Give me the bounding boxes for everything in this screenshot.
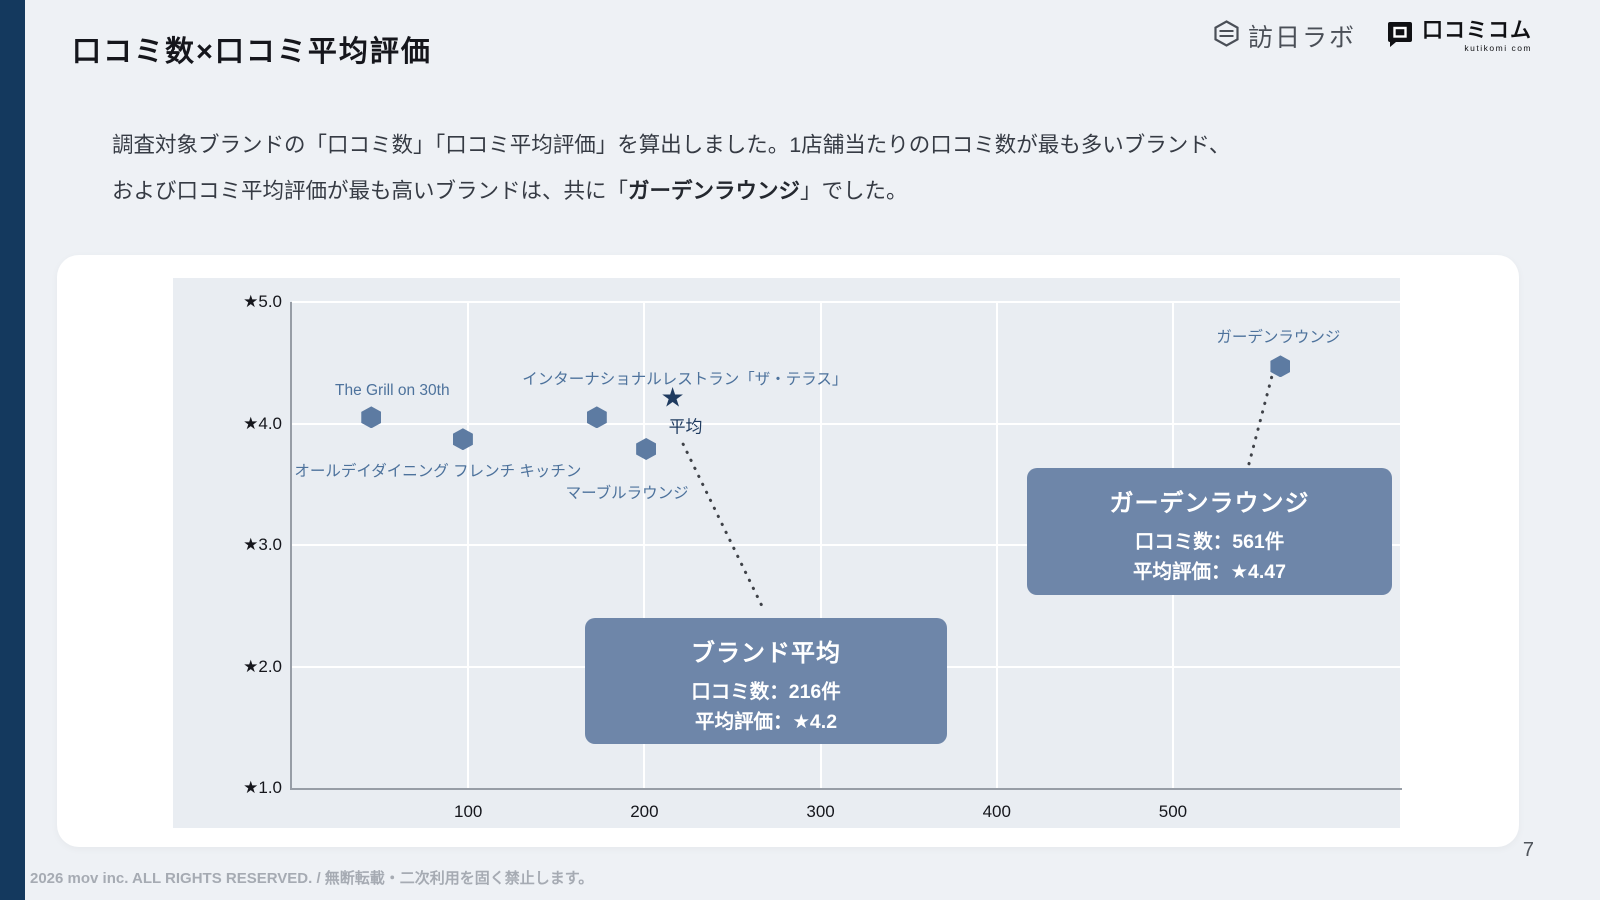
average-star-marker: ★	[660, 382, 685, 413]
callout-title: ブランド平均	[691, 640, 841, 667]
kutikomi-logo-text-stack: 口コミコム kutikomi com	[1422, 20, 1532, 53]
callout-brand-average: ブランド平均 口コミ数：216件 平均評価：★4.2	[585, 618, 947, 744]
gridline-horizontal	[292, 422, 1402, 425]
y-tick-label: ★4.0	[243, 413, 282, 433]
scatter-point	[636, 438, 657, 460]
intro-line-1: 調査対象ブランドの「口コミ数」「口コミ平均評価」を算出しました。1店舗当たりの口…	[112, 133, 1231, 157]
scatter-point-label: インターナショナルレストラン「ザ・テラス」	[522, 371, 848, 389]
intro-line-2-post: 」でした。	[800, 179, 908, 204]
kutikomi-logo: 口コミコム kutikomi com	[1386, 20, 1532, 53]
gridline-horizontal	[292, 544, 1402, 546]
x-tick-label: 300	[806, 802, 835, 821]
scatter-point-label: オールデイダイニング フレンチ キッチン	[294, 463, 582, 481]
scatter-point-label: The Grill on 30th	[334, 382, 450, 400]
callout-title: ガーデンラウンジ	[1109, 490, 1310, 517]
scatter-point	[452, 428, 473, 451]
callout-average-rating: 平均評価：★4.2	[694, 711, 838, 734]
brand-name-bold: ガーデンラウンジ	[628, 179, 801, 204]
x-tick-label: 100	[454, 802, 483, 821]
y-tick-label: ★2.0	[243, 656, 282, 676]
x-tick-label: 500	[1158, 802, 1188, 821]
callout-average-rating: 平均評価：★4.47	[1133, 561, 1286, 584]
intro-line-2: および口コミ平均評価が最も高いブランドは、共に「ガーデンラウンジ」でした。	[112, 168, 1452, 214]
hounichi-lab-logo-text: 訪日ラボ	[1247, 24, 1356, 52]
kutikomi-logo-text: 口コミコム	[1422, 18, 1532, 42]
scatter-point	[361, 406, 382, 429]
callout-garden-lounge: ガーデンラウンジ 口コミ数：561件 平均評価：★4.47	[1027, 468, 1392, 595]
kutikomi-logo-subtext: kutikomi com	[1464, 42, 1532, 53]
page-number: 7	[1522, 839, 1534, 861]
left-accent-bar	[0, 0, 25, 900]
x-tick-label: 400	[982, 802, 1011, 821]
scatter-chart: ブランド平均 口コミ数：216件 平均評価：★4.2 ガーデンラウンジ 口コミ数…	[173, 278, 1402, 828]
hexagon-lab-icon	[1213, 20, 1240, 52]
hounichi-lab-logo: 訪日ラボ	[1213, 18, 1356, 54]
dotted-connector	[681, 442, 766, 613]
speech-bubble-icon	[1386, 20, 1414, 53]
intro-line-2-pre: および口コミ平均評価が最も高いブランドは、共に「	[112, 179, 629, 204]
scatter-point	[1270, 355, 1291, 378]
callout-review-count: 口コミ数：216件	[691, 681, 841, 703]
plot-area: ブランド平均 口コミ数：216件 平均評価：★4.2 ガーデンラウンジ 口コミ数…	[243, 292, 1402, 821]
chart-card: ブランド平均 口コミ数：216件 平均評価：★4.2 ガーデンラウンジ 口コミ数…	[57, 255, 1519, 847]
copyright-notice: 2026 mov inc. ALL RIGHTS RESERVED. / 無断転…	[30, 870, 594, 887]
intro-paragraph: 調査対象ブランドの「口コミ数」「口コミ平均評価」を算出しました。1店舗当たりの口…	[112, 122, 1452, 214]
gridline-horizontal	[292, 301, 1402, 303]
dotted-connector	[1247, 375, 1274, 467]
page-title: 口コミ数×口コミ平均評価	[72, 36, 432, 68]
y-tick-label: ★1.0	[243, 778, 282, 797]
x-tick-label: 200	[630, 802, 659, 821]
scatter-point-label: マーブルラウンジ	[565, 485, 689, 502]
y-tick-label: ★3.0	[243, 535, 282, 554]
callout-review-count: 口コミ数：561件	[1134, 531, 1285, 553]
header-logos: 訪日ラボ 口コミコム kutikomi com	[1213, 18, 1532, 54]
scatter-point-label: ガーデンラウンジ	[1216, 329, 1341, 347]
average-label: 平均	[668, 417, 703, 437]
scatter-point	[586, 406, 607, 429]
y-tick-label: ★5.0	[243, 292, 282, 311]
